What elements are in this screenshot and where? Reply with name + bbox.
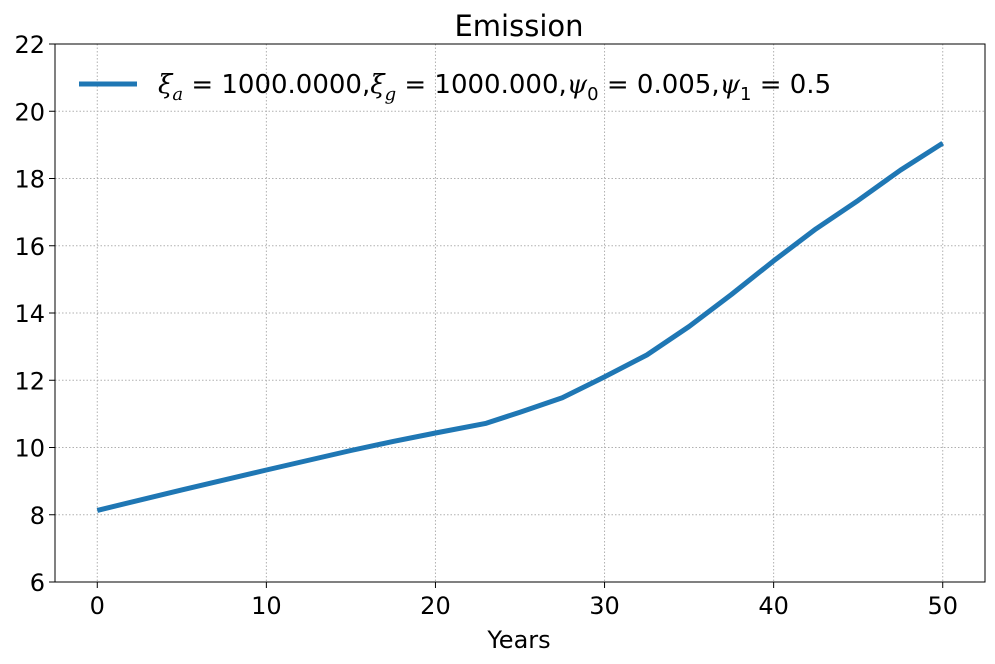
x-tick-label: 40 — [758, 592, 789, 620]
y-tick-label: 18 — [14, 166, 45, 194]
legend-label-part: ψ — [567, 70, 588, 100]
y-tick-label: 16 — [14, 233, 45, 261]
plot-frame — [54, 43, 986, 583]
legend-label-part: ξ — [158, 70, 174, 100]
legend-label-part: ψ — [720, 70, 741, 100]
y-tick-label: 12 — [14, 367, 45, 395]
x-axis-label: Years — [486, 626, 550, 654]
legend-label-part: ξ — [370, 70, 386, 100]
x-tick-label: 50 — [927, 592, 958, 620]
x-tick-label: 0 — [90, 592, 105, 620]
legend-label-part: g — [385, 84, 397, 105]
series-layer — [96, 141, 945, 513]
legend-label-part: = 0.5 — [751, 70, 831, 100]
y-tick-label: 20 — [14, 98, 45, 126]
y-tick-label: 6 — [30, 569, 45, 597]
legend-label-part: = 1000.000, — [396, 70, 567, 100]
y-tick-label: 10 — [14, 435, 45, 463]
y-tick-label: 22 — [14, 31, 45, 59]
legend: ξa = 1000.0000,ξg = 1000.000,ψ0 = 0.005,… — [79, 70, 831, 105]
x-tick-label: 20 — [420, 592, 451, 620]
legend-label-part: = 0.005, — [599, 70, 720, 100]
legend-label-part: 0 — [587, 84, 598, 105]
grid-lines — [55, 43, 985, 583]
y-tick-label: 8 — [30, 502, 45, 530]
series-line-0 — [96, 141, 945, 513]
legend-label: ξa = 1000.0000,ξg = 1000.000,ψ0 = 0.005,… — [158, 70, 831, 105]
chart-title: Emission — [454, 9, 583, 43]
x-tick-label: 10 — [251, 592, 282, 620]
x-tick-label: 30 — [589, 592, 620, 620]
legend-label-part: 1 — [740, 84, 751, 105]
legend-label-part: = 1000.0000, — [183, 70, 370, 100]
y-tick-label: 14 — [14, 300, 45, 328]
legend-label-part: a — [172, 84, 183, 105]
